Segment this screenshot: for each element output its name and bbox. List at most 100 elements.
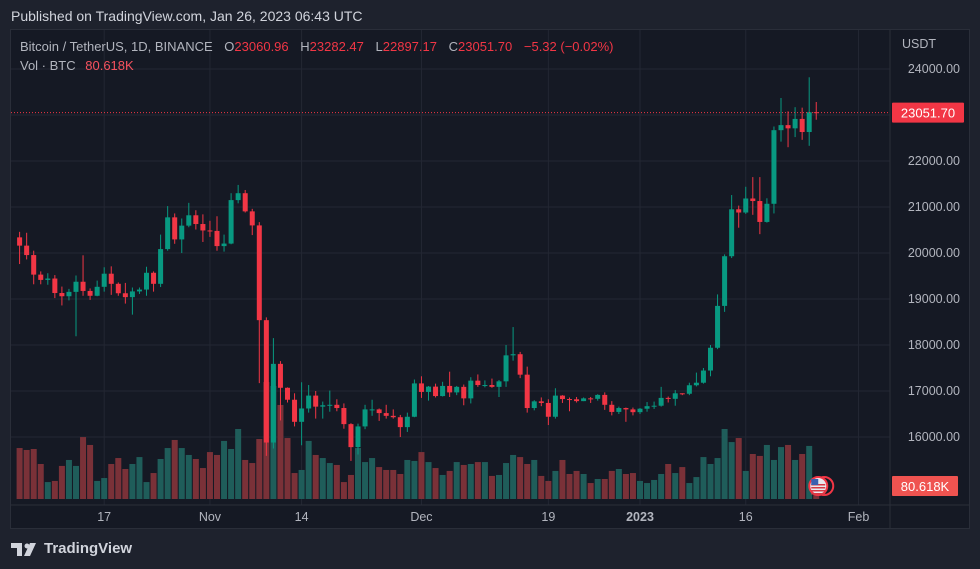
volume-value: 80.618K — [85, 58, 134, 73]
candle-body — [228, 200, 234, 244]
volume-bar — [185, 454, 192, 499]
candle-body — [214, 230, 220, 247]
volume-bar — [806, 445, 813, 499]
high-value: 23282.47 — [309, 39, 364, 54]
candle-body — [461, 386, 467, 399]
volume-bar — [228, 449, 235, 499]
volume-bar — [284, 438, 291, 499]
volume-bar — [418, 452, 425, 499]
volume-bar — [700, 457, 707, 499]
candle-body — [369, 409, 375, 411]
candle-body — [715, 305, 721, 348]
volume-bar — [16, 448, 23, 499]
volume-bar — [742, 470, 749, 499]
volume-label[interactable]: Vol · BTC — [20, 58, 76, 73]
volume-bar — [735, 438, 742, 499]
volume-bar — [87, 444, 94, 499]
volume-bar — [214, 454, 220, 499]
currency-label[interactable]: USDT — [902, 37, 936, 51]
volume-legend: Vol · BTC 80.618K — [20, 58, 134, 73]
candle-body — [73, 281, 79, 292]
candle-body — [45, 278, 51, 280]
candle-body — [813, 112, 819, 114]
volume-bar — [785, 444, 792, 499]
volume-bar — [206, 452, 213, 499]
candle-body — [489, 385, 495, 387]
volume-bar — [763, 444, 770, 499]
price-tick-label: 16000.00 — [908, 430, 960, 444]
volume-bar — [298, 469, 305, 499]
candle-body — [595, 394, 601, 399]
candle-body — [750, 198, 756, 202]
candle-body — [144, 272, 149, 290]
candle-body — [679, 393, 685, 395]
volume-bar — [397, 474, 404, 499]
volume-bar — [369, 458, 376, 499]
volume-bar — [756, 455, 763, 499]
candle-body — [524, 374, 530, 409]
candle-body — [249, 211, 255, 226]
volume-bar — [799, 454, 806, 499]
candle-body — [545, 402, 551, 417]
candle-body — [799, 118, 805, 133]
candle-body — [651, 405, 657, 407]
candle-body — [559, 395, 565, 400]
candle-body — [454, 386, 460, 393]
candle-body — [531, 401, 537, 409]
volume-bar — [347, 474, 354, 499]
candle-body — [771, 130, 777, 204]
candle-body — [510, 354, 516, 356]
volume-bar — [404, 459, 411, 499]
candle-body — [38, 274, 44, 280]
candle-body — [475, 380, 481, 386]
candle-body — [263, 320, 269, 443]
last-price-label: 23051.70 — [901, 106, 955, 121]
volume-bar — [256, 439, 263, 499]
candle-body — [574, 399, 580, 402]
candle-body — [468, 380, 474, 399]
volume-bar — [376, 467, 383, 499]
candle-body — [221, 243, 227, 247]
volume-bar — [446, 470, 453, 499]
candle-body — [87, 290, 93, 296]
candle-body — [17, 237, 23, 246]
tradingview-logo[interactable]: TradingView — [11, 540, 132, 557]
low-value: 22897.17 — [382, 39, 437, 54]
volume-bar — [355, 448, 361, 499]
volume-bar — [651, 479, 658, 499]
time-tick-label: Nov — [199, 510, 222, 524]
volume-bar — [460, 464, 467, 499]
volume-bar — [714, 458, 721, 499]
candle-body — [538, 401, 544, 403]
candle-body — [52, 278, 58, 294]
symbol-title[interactable]: Bitcoin / TetherUS, 1D, BINANCE — [20, 39, 213, 54]
candle-body — [306, 395, 312, 409]
candle-body — [277, 363, 283, 388]
candle-body — [567, 399, 572, 401]
volume-bar — [552, 470, 559, 499]
candle-body — [242, 193, 248, 212]
volume-bar — [538, 475, 545, 499]
volume-bar — [249, 463, 256, 499]
price-tick-label: 17000.00 — [908, 384, 960, 398]
volume-bar — [171, 439, 178, 499]
volume-bar — [425, 462, 432, 499]
volume-bar — [51, 480, 58, 499]
time-tick-label: 17 — [97, 510, 111, 524]
candle-body — [686, 385, 692, 394]
candle-body — [644, 406, 650, 409]
volume-bar — [778, 447, 784, 499]
volume-bar — [80, 437, 87, 499]
candle-body — [327, 404, 333, 406]
volume-bar — [580, 474, 587, 499]
volume-bar — [44, 482, 51, 499]
candle-body — [334, 404, 340, 409]
last-volume-badge — [892, 475, 958, 496]
volume-bar — [37, 464, 44, 499]
volume-bar — [510, 454, 517, 499]
candle-body — [207, 230, 213, 232]
volume-bar — [143, 482, 150, 499]
candle-body — [482, 385, 488, 387]
volume-bar — [622, 474, 629, 499]
